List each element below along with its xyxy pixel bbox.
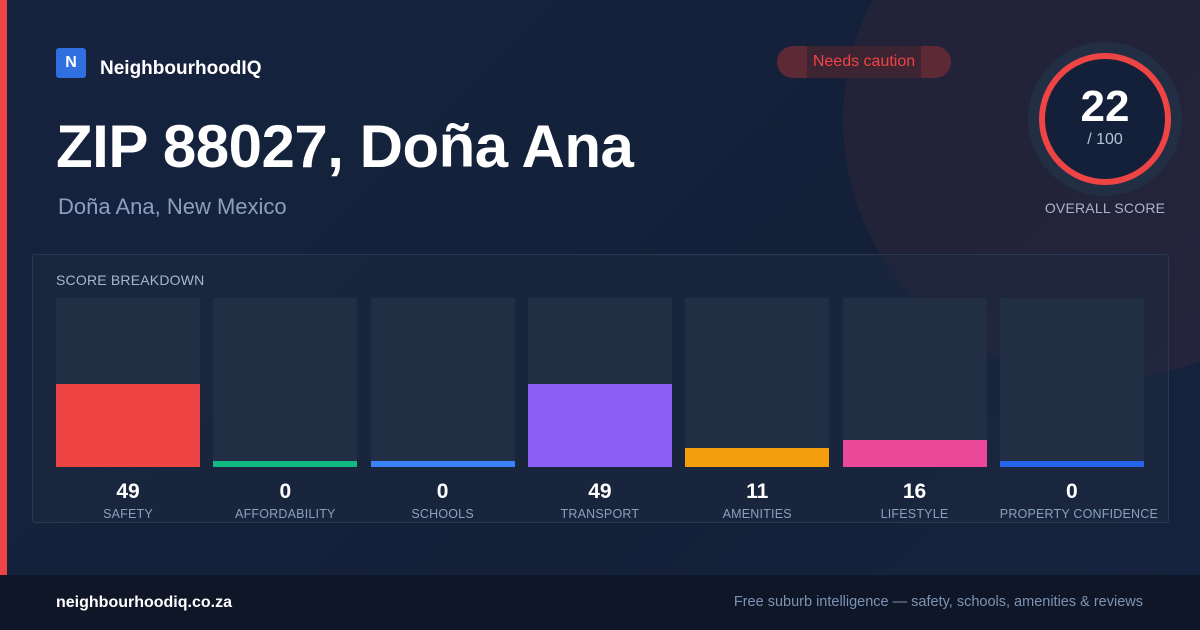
bar-fill [213, 461, 358, 467]
status-badge-label: Needs caution [812, 53, 916, 70]
bar-label: SAFETY [103, 507, 153, 521]
bar-value: 0 [279, 480, 292, 503]
bar-track [842, 298, 987, 467]
score-bar-transport: 49 TRANSPORT [527, 298, 672, 521]
footer: neighbourhoodiq.co.za Free suburb intell… [0, 575, 1200, 630]
bar-fill [685, 448, 830, 467]
overall-score-gauge: 22 / 100 [1028, 42, 1182, 196]
score-max: / 100 [1087, 131, 1123, 148]
accent-strip [0, 0, 7, 575]
score-bar-affordability: 0 AFFORDABILITY [213, 298, 358, 521]
score-ring-inner: 22 / 100 [1039, 53, 1171, 185]
bar-label: SCHOOLS [411, 507, 474, 521]
bar-fill [370, 461, 515, 467]
bar-track [685, 298, 830, 467]
bar-value: 0 [436, 480, 449, 503]
bar-label: TRANSPORT [560, 507, 640, 521]
bar-value: 0 [1065, 480, 1078, 503]
bar-label: AMENITIES [722, 507, 792, 521]
bar-track [213, 298, 358, 467]
brand: N NeighbourhoodIQ [56, 46, 261, 80]
footer-tagline: Free suburb intelligence — safety, schoo… [733, 594, 1143, 610]
bar-value: 49 [588, 480, 612, 503]
bar-label: LIFESTYLE [880, 507, 949, 521]
brand-logo-icon: N [56, 48, 86, 78]
score-bar-lifestyle: 16 LIFESTYLE [842, 298, 987, 521]
bar-label: PROPERTY CONFIDENCE [999, 507, 1159, 521]
score-breakdown-panel: SCORE BREAKDOWN 49 SAFETY 0 AFFORDABILITY 0 S… [32, 254, 1169, 523]
status-badge: Needs caution [777, 46, 951, 78]
score-bar-schools: 0 SCHOOLS [370, 298, 515, 521]
page-subtitle: Doña Ana, New Mexico [58, 194, 287, 219]
bar-label: AFFORDABILITY [235, 507, 336, 521]
bar-track [56, 298, 200, 467]
score-label: OVERALL SCORE [1044, 200, 1166, 216]
bar-fill [527, 384, 672, 467]
score-bar-property-confidence: 0 PROPERTY CONFIDENCE [999, 298, 1159, 521]
bar-track [527, 298, 672, 467]
footer-url[interactable]: neighbourhoodiq.co.za [56, 594, 232, 611]
bar-value: 49 [116, 480, 140, 503]
bar-fill [842, 440, 987, 467]
bar-track [370, 298, 515, 467]
score-bar-safety: 49 SAFETY [56, 298, 200, 521]
score-value: 22 [1080, 82, 1130, 131]
bar-fill [999, 461, 1144, 467]
breakdown-title: SCORE BREAKDOWN [56, 272, 205, 288]
bar-fill [56, 384, 200, 467]
bar-track [999, 298, 1144, 467]
bar-value: 16 [902, 480, 927, 503]
bar-value: 11 [746, 480, 769, 503]
brand-name: NeighbourhoodIQ [100, 58, 262, 79]
score-bar-amenities: 11 AMENITIES [685, 298, 830, 521]
page-title: ZIP 88027, Doña Ana [56, 113, 634, 180]
